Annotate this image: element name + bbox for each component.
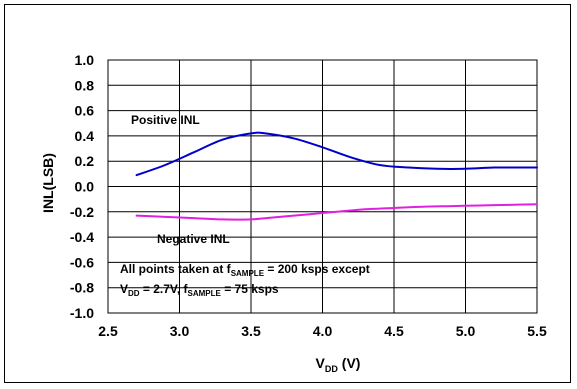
x-tick-label: 3.5	[241, 323, 261, 339]
series-negative-inl-line	[135, 203, 538, 221]
y-tick-label: 0.0	[75, 179, 95, 195]
note-line-1: All points taken at fSAMPLE = 200 ksps e…	[120, 262, 370, 278]
y-tick-label: 0.8	[75, 77, 95, 93]
positive-inl-label: Positive INL	[131, 113, 200, 127]
x-axis-title: VDD (V)	[316, 355, 361, 374]
x-tick-label: 5.0	[456, 323, 476, 339]
x-axis-title-sub: DD	[325, 364, 338, 374]
series-positive-inl-line	[135, 131, 538, 177]
x-axis-title-v: V	[316, 355, 326, 371]
x-tick-label: 3.0	[170, 323, 190, 339]
y-tick-label: -0.2	[70, 204, 94, 220]
y-tick-label: 0.4	[75, 128, 95, 144]
x-tick-label: 4.5	[384, 323, 404, 339]
note2-vsub: DD	[128, 289, 140, 298]
y-tick-label: -0.4	[70, 229, 94, 245]
y-tick-label: -1.0	[70, 305, 94, 321]
plot-area	[107, 59, 538, 314]
y-tick-label: -0.8	[70, 280, 94, 296]
chart-frame	[4, 4, 571, 383]
note2-fsub: SAMPLE	[188, 289, 222, 298]
series-layer	[135, 131, 538, 221]
note2-mid: = 2.7V, f	[140, 282, 189, 296]
y-tick-label: 0.6	[75, 103, 95, 119]
x-tick-label: 4.0	[313, 323, 333, 339]
y-axis-title: INL(LSB)	[40, 153, 56, 213]
y-tick-label: 1.0	[75, 52, 95, 68]
note2-v: V	[120, 282, 128, 296]
x-tick-labels: 2.5 3.0 3.5 4.0 4.5 5.0 5.5	[98, 323, 547, 339]
negative-inl-label: Negative INL	[157, 232, 230, 246]
y-tick-label: 0.2	[75, 153, 95, 169]
note1-pre: All points taken at f	[120, 262, 232, 276]
note-line-2: VDD = 2.7V, fSAMPLE = 75 ksps	[120, 282, 279, 298]
y-tick-labels: 1.0 0.8 0.6 0.4 0.2 0.0 -0.2 -0.4 -0.6 -0.8 -1.0	[70, 52, 94, 321]
note1-post: = 200 ksps except	[264, 262, 370, 276]
x-tick-label: 2.5	[98, 323, 118, 339]
note2-post: = 75 ksps	[221, 282, 279, 296]
note1-sub: SAMPLE	[231, 269, 265, 278]
y-tick-label: -0.6	[70, 254, 94, 270]
x-axis-title-unit: (V)	[338, 355, 361, 371]
x-tick-label: 5.5	[527, 323, 547, 339]
